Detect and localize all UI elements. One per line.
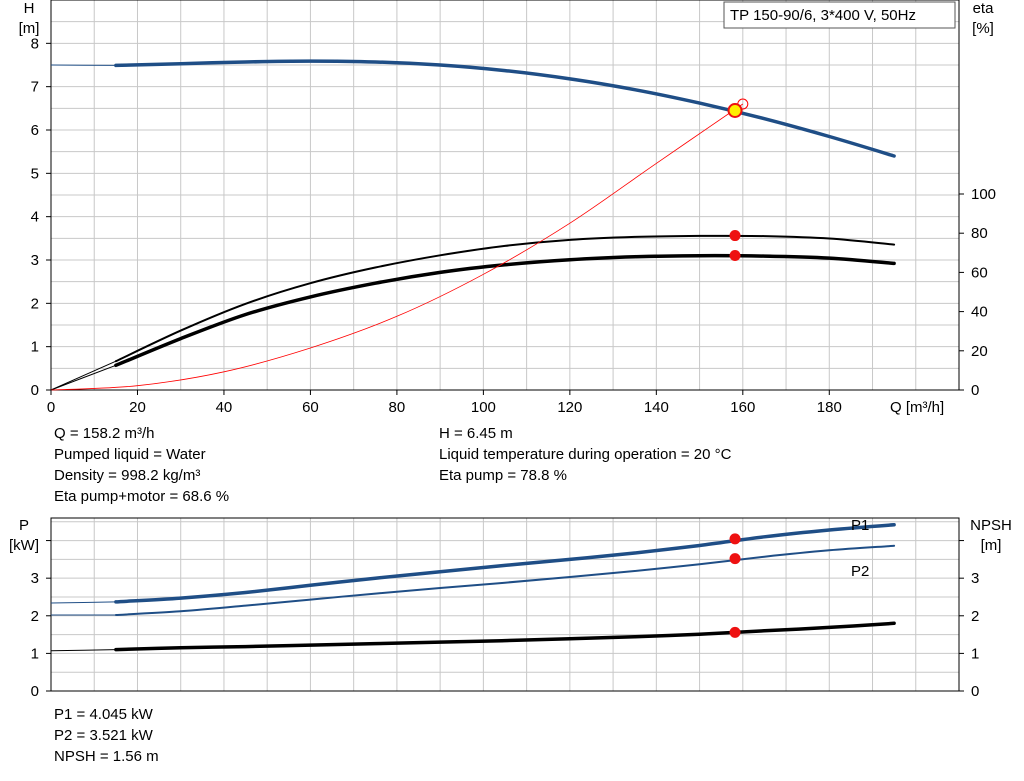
x-tick-label: 0 <box>47 399 55 416</box>
power-tick-label: 3 <box>31 570 39 587</box>
info-npsh: NPSH = 1.56 m <box>54 748 159 765</box>
p1-curve-extension <box>50 601 116 604</box>
power-tick-label: 2 <box>31 608 39 625</box>
eta-pump-curve-extension <box>50 360 117 391</box>
eta-tick-label: 60 <box>971 264 988 281</box>
p2-curve <box>114 544 896 616</box>
eta-tick-label: 100 <box>971 186 996 203</box>
eta-tick-label: 20 <box>971 343 988 360</box>
info-p2: P2 = 3.521 kW <box>54 727 153 744</box>
npsh-tick-label: 2 <box>971 608 979 625</box>
eta-axis-label-symbol: eta <box>973 0 995 17</box>
head-chart-grid <box>50 0 960 391</box>
head-tick-label: 2 <box>31 295 39 312</box>
chart-tick-labels: 0 20 40 60 80 100 120 140 160 1800123456780204060… <box>31 35 996 700</box>
npsh-tick-label: 1 <box>971 645 979 662</box>
p1-point-marker <box>729 533 741 545</box>
info-p1: P1 = 4.045 kW <box>54 706 153 723</box>
head-axis-label-symbol: H <box>24 0 35 17</box>
eta-tick-label: 80 <box>971 225 988 242</box>
head-tick-label: 7 <box>31 79 39 96</box>
eta-pump-motor-point-marker <box>729 250 741 262</box>
eta-pump-motor-curve-extension <box>50 364 117 391</box>
duty-point-info-right: H = 6.45 m Liquid temperature during ope… <box>439 423 731 486</box>
head-curve <box>114 59 896 158</box>
x-tick-label: 140 <box>644 399 669 416</box>
x-tick-label: 100 <box>471 399 496 416</box>
info-flow: Q = 158.2 m³/h <box>54 425 155 442</box>
x-tick-label: 160 <box>730 399 755 416</box>
x-tick-label: 180 <box>817 399 842 416</box>
head-tick-label: 6 <box>31 122 39 139</box>
info-liquid-temperature: Liquid temperature during operation = 20… <box>439 446 732 463</box>
x-tick-label: 20 <box>129 399 146 416</box>
p2-point-marker <box>729 553 741 565</box>
head-tick-label: 3 <box>31 252 39 269</box>
pump-title: TP 150-90/6, 3*400 V, 50Hz <box>730 7 916 24</box>
p1-series-label: P1 <box>851 517 869 534</box>
power-axis-label-symbol: P <box>19 517 29 534</box>
npsh-axis-label-symbol: NPSH <box>970 517 1012 534</box>
pump-title-box <box>723 1 956 29</box>
npsh-point-marker <box>729 626 741 638</box>
system-curve <box>50 103 744 391</box>
power-chart-frame <box>50 517 960 692</box>
head-chart-frame <box>50 0 960 391</box>
head-tick-label: 0 <box>31 382 39 399</box>
npsh-axis-label-unit: [m] <box>981 537 1002 554</box>
power-tick-label: 1 <box>31 645 39 662</box>
x-tick-label: 60 <box>302 399 319 416</box>
info-eta-pump-motor: Eta pump+motor = 68.6 % <box>54 488 230 505</box>
power-axis-label-unit: [kW] <box>9 537 39 554</box>
power-chart-grid <box>50 517 960 692</box>
x-tick-label: 120 <box>557 399 582 416</box>
p2-series-label: P2 <box>851 563 869 580</box>
operating-point-markers <box>727 98 749 638</box>
power-info: P1 = 4.045 kW P2 = 3.521 kW NPSH = 1.56 … <box>54 704 159 767</box>
chart-curves <box>50 59 896 652</box>
npsh-tick-label: 0 <box>971 683 979 700</box>
head-axis-label-unit: [m] <box>19 20 40 37</box>
info-density: Density = 998.2 kg/m³ <box>54 467 201 484</box>
info-eta-pump: Eta pump = 78.8 % <box>439 467 567 484</box>
eta-tick-label: 40 <box>971 304 988 321</box>
head-tick-label: 4 <box>31 209 39 226</box>
info-pumped-liquid: Pumped liquid = Water <box>54 446 206 463</box>
eta-axis-label-unit: [%] <box>972 20 994 37</box>
power-tick-label: 0 <box>31 683 39 700</box>
duty-point-info-left: Q = 158.2 m³/h Pumped liquid = Water Den… <box>54 423 229 507</box>
eta-tick-label: 0 <box>971 382 979 399</box>
eta-pump-curve <box>114 234 896 363</box>
head-tick-label: 1 <box>31 339 39 356</box>
npsh-tick-label: 3 <box>971 570 979 587</box>
duty-point-marker <box>727 103 743 118</box>
eta-pump-motor-curve <box>114 253 896 368</box>
flow-axis-label: Q [m³/h] <box>890 399 944 416</box>
head-tick-label: 5 <box>31 165 39 182</box>
p1-curve <box>114 523 896 604</box>
x-tick-label: 80 <box>389 399 406 416</box>
npsh-curve <box>114 621 896 652</box>
eta-pump-point-marker <box>729 230 741 242</box>
x-tick-label: 40 <box>216 399 233 416</box>
info-head: H = 6.45 m <box>439 425 513 442</box>
head-tick-label: 8 <box>31 35 39 52</box>
npsh-curve-extension <box>50 649 116 652</box>
